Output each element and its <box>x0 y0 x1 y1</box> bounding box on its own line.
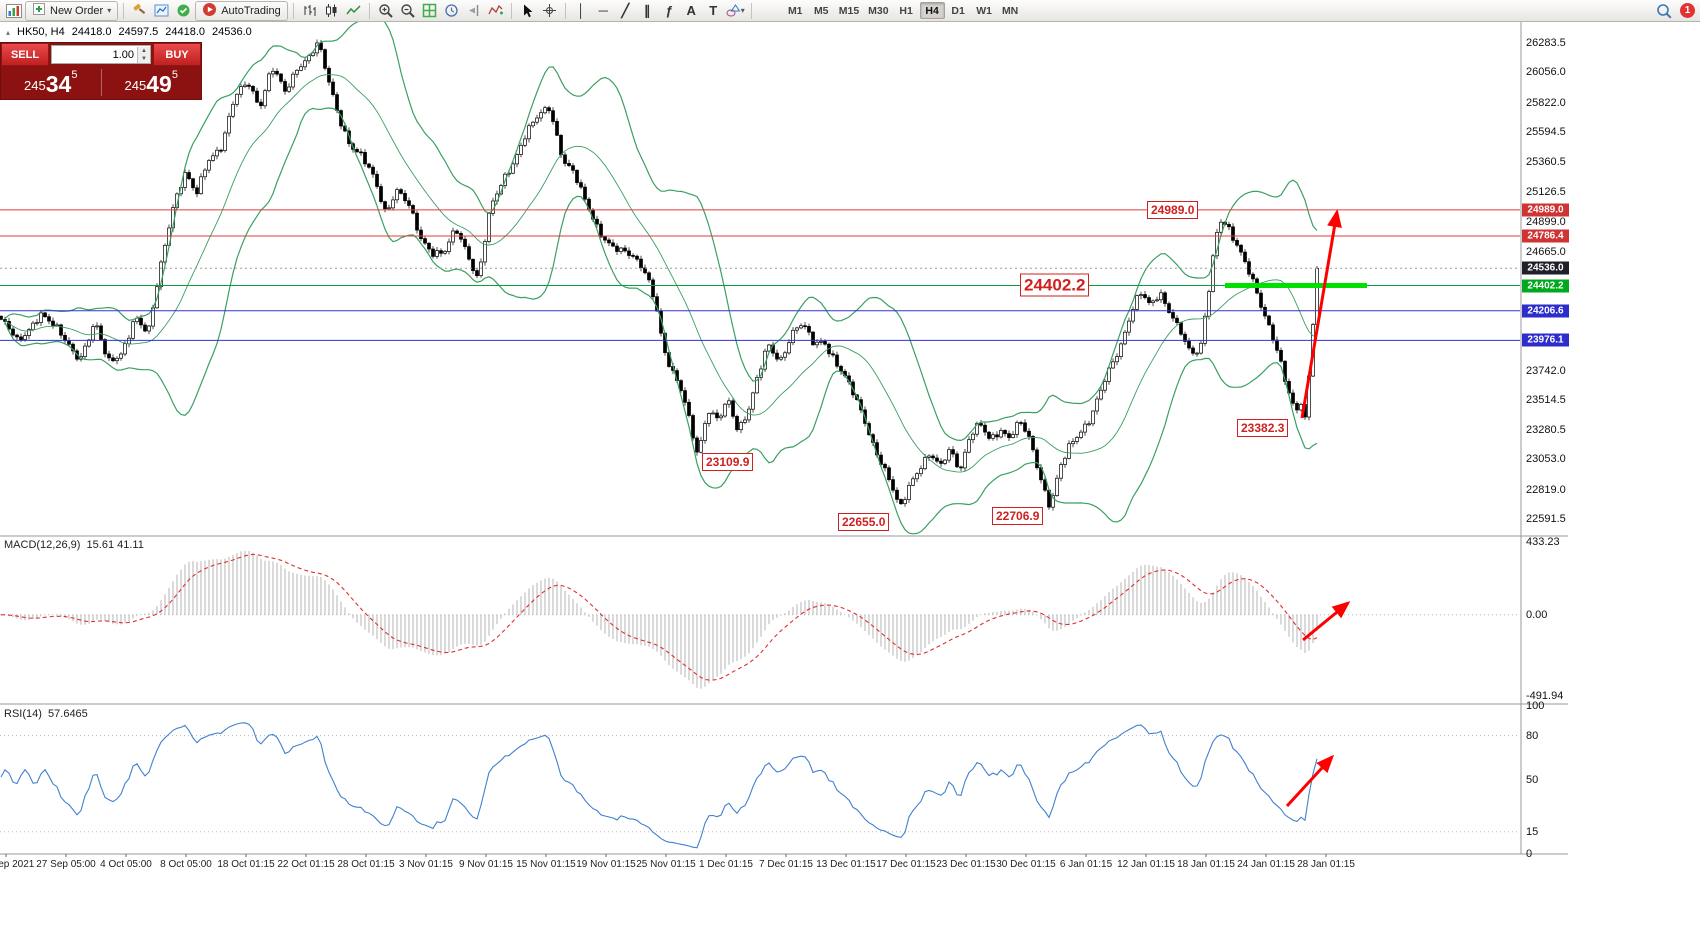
toolbar-separator <box>123 2 125 19</box>
timeframe-mn-button[interactable]: MN <box>1001 4 1019 17</box>
new-order-icon <box>32 2 46 19</box>
shapes-tool-icon[interactable]: ▾ <box>725 1 746 20</box>
indicators-icon[interactable] <box>485 1 506 20</box>
chevron-down-icon: ▾ <box>107 6 112 15</box>
toolbar-right-group: 1 <box>1653 1 1697 20</box>
autotrading-button[interactable]: AutoTrading <box>195 0 288 21</box>
sell-price-pre: 245 <box>24 78 46 93</box>
volume-up-icon[interactable]: ▲ <box>138 46 150 55</box>
app-chart-icon[interactable] <box>3 1 24 20</box>
open-value: 24418.0 <box>71 26 112 38</box>
buy-price-display[interactable]: 245 49 5 <box>102 66 202 99</box>
trendline-tool-icon[interactable]: ╱ <box>621 2 630 18</box>
metaeditor-hammer-icon[interactable] <box>129 1 150 20</box>
timeframe-m30-button[interactable]: M30 <box>868 4 889 17</box>
buy-price-pre: 245 <box>124 78 147 93</box>
low-value: 24418.0 <box>165 26 206 38</box>
volume-spin-buttons[interactable]: ▲ ▼ <box>137 46 150 63</box>
line-chart-mode-icon[interactable] <box>343 1 364 20</box>
high-value: 24597.5 <box>118 26 159 38</box>
zoom-in-icon[interactable] <box>375 1 396 20</box>
price-divider <box>100 69 102 96</box>
channel-tool-icon[interactable]: ∥ <box>643 2 651 18</box>
notification-badge[interactable]: 1 <box>1680 3 1695 18</box>
timeframe-d1-button[interactable]: D1 <box>951 4 965 17</box>
search-icon[interactable] <box>1653 1 1674 20</box>
toolbar-separator <box>750 2 752 19</box>
rsi-indicator-label: RSI(14) 57.6465 <box>4 708 88 720</box>
label-tool-icon[interactable]: T <box>709 3 718 18</box>
tile-windows-icon[interactable] <box>419 1 440 20</box>
chart-shift-icon[interactable] <box>463 1 484 20</box>
timeframe-h4-button[interactable]: H4 <box>919 2 945 19</box>
new-order-button[interactable]: New Order ▾ <box>25 0 119 21</box>
chart-window: ▴ HK50, H4 24418.0 24597.5 24418.0 24536… <box>0 22 1700 941</box>
volume-stepper[interactable]: ▲▼ <box>51 45 151 64</box>
crosshair-icon[interactable] <box>539 1 560 20</box>
volume-down-icon[interactable]: ▼ <box>138 54 150 63</box>
auto-scroll-icon[interactable] <box>441 1 462 20</box>
timeframe-h1-button[interactable]: H1 <box>899 4 913 17</box>
cursor-icon[interactable] <box>517 1 538 20</box>
autotrading-icon <box>202 2 217 20</box>
rsi-value: 57.6465 <box>48 708 88 720</box>
fibonacci-tool-icon[interactable]: ƒ <box>665 3 673 18</box>
chart-corner-icon: ▴ <box>6 27 11 37</box>
macd-values: 15.61 41.11 <box>86 539 144 551</box>
chart-ohlc-header: ▴ HK50, H4 24418.0 24597.5 24418.0 24536… <box>6 26 252 38</box>
macd-indicator-label: MACD(12,26,9) 15.61 41.11 <box>4 539 144 551</box>
timeframe-toolbar: M1 M5 M15 M30 H1 H4 D1 W1 MN <box>783 2 1023 19</box>
timeframe-m15-button[interactable]: M15 <box>838 4 860 17</box>
macd-name: MACD(12,26,9) <box>4 539 81 551</box>
vertical-line-tool-icon[interactable]: │ <box>577 3 586 18</box>
toolbar-separator <box>368 2 370 19</box>
timeframe-m5-button[interactable]: M5 <box>813 4 829 17</box>
horizontal-line-tool-icon[interactable]: ─ <box>598 3 608 18</box>
close-value: 24536.0 <box>212 26 252 38</box>
new-order-label: New Order <box>50 4 104 17</box>
sell-price-big: 34 <box>45 71 72 97</box>
sell-price-display[interactable]: 245 34 5 <box>1 66 101 99</box>
autotrading-label: AutoTrading <box>221 4 281 17</box>
buy-price-big: 49 <box>146 71 172 97</box>
candlestick-mode-icon[interactable] <box>321 1 342 20</box>
symbol-period-label: HK50, H4 <box>17 26 65 38</box>
main-toolbar: New Order ▾ AutoTrading │ ─ ╱ ∥ ƒ A T ▾ … <box>0 0 1700 22</box>
charts-window-icon[interactable] <box>151 1 172 20</box>
bar-chart-mode-icon[interactable] <box>299 1 320 20</box>
zoom-out-icon[interactable] <box>397 1 418 20</box>
sell-price-sup: 5 <box>71 69 78 81</box>
market-watch-icon[interactable] <box>173 1 194 20</box>
volume-input[interactable] <box>52 48 137 61</box>
timeframe-w1-button[interactable]: W1 <box>976 4 992 17</box>
toolbar-separator <box>564 2 566 19</box>
buy-button[interactable]: BUY <box>153 43 201 66</box>
text-tool-icon[interactable]: A <box>686 3 696 18</box>
chart-canvas[interactable] <box>0 22 1700 941</box>
toolbar-separator <box>292 2 294 19</box>
toolbar-separator <box>510 2 512 19</box>
sell-button[interactable]: SELL <box>1 43 49 66</box>
rsi-name: RSI(14) <box>4 708 42 720</box>
buy-price-sup: 5 <box>171 69 178 81</box>
timeframe-m1-button[interactable]: M1 <box>787 4 803 17</box>
